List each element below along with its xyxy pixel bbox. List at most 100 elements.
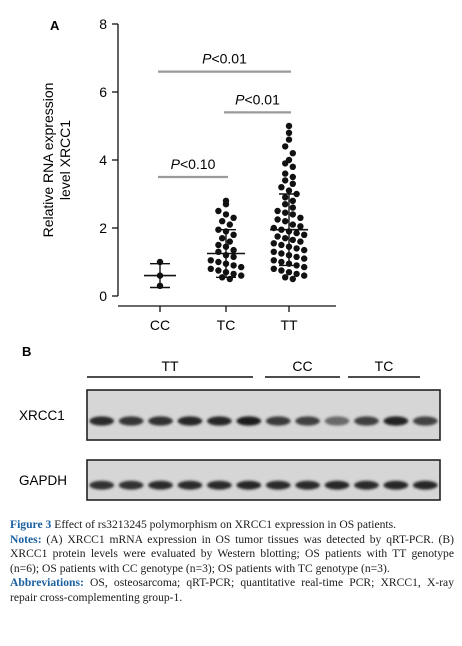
protein-band	[89, 416, 115, 426]
data-point	[270, 248, 277, 255]
protein-band	[177, 480, 203, 490]
protein-band	[295, 416, 320, 426]
data-point	[278, 241, 285, 249]
data-point	[230, 214, 237, 221]
data-point	[301, 246, 308, 254]
data-point	[230, 270, 237, 278]
data-point	[289, 211, 296, 218]
blot-row-label: GAPDH	[19, 473, 67, 488]
data-point	[278, 258, 285, 266]
y-axis-label: Relative RNA expression level XRCC1	[40, 83, 73, 238]
data-point	[282, 235, 289, 242]
caption-abbreviations-label: Abbreviations:	[10, 576, 84, 590]
chart-axes: 0 2 4 6 8 CC TC TT	[99, 16, 336, 333]
data-point	[289, 221, 296, 228]
data-point	[293, 253, 300, 261]
data-point	[285, 122, 293, 130]
data-point	[301, 272, 308, 279]
p-value-label: P<0.01	[202, 51, 247, 67]
data-point	[278, 250, 285, 257]
genotype-group-label: TT	[161, 358, 179, 374]
data-point	[238, 263, 245, 271]
y-tick-label: 6	[99, 84, 107, 100]
data-point	[289, 275, 296, 283]
data-point	[297, 223, 304, 230]
y-tick-label: 2	[99, 220, 107, 236]
data-point	[285, 129, 293, 136]
y-tick-label: 4	[99, 152, 107, 168]
genotype-group-label: TC	[375, 358, 394, 374]
caption-title: Figure 3 Effect of rs3213245 polymorphis…	[10, 518, 454, 533]
data-point	[274, 233, 281, 240]
data-point	[282, 177, 289, 184]
caption-notes: Notes: (A) XRCC1 mRNA expression in OS t…	[10, 533, 454, 577]
data-point	[278, 267, 285, 274]
data-point	[230, 246, 237, 254]
data-point	[289, 197, 296, 204]
data-point	[293, 245, 300, 252]
x-tick-label: TC	[217, 317, 236, 333]
data-point	[219, 218, 226, 225]
data-point	[293, 229, 300, 237]
data-point	[285, 187, 293, 194]
data-point	[270, 257, 277, 264]
data-point	[226, 238, 233, 245]
data-point	[230, 262, 237, 269]
blot-membrane	[86, 389, 441, 441]
data-point	[289, 204, 296, 211]
protein-band	[324, 416, 350, 426]
p-value-label: P<0.01	[235, 91, 280, 107]
data-point	[278, 184, 285, 191]
data-point	[282, 274, 289, 281]
panel-a-scatter-chart: A Relative RNA expression level XRCC1 0 2 4…	[40, 16, 336, 333]
mean-sd-bars	[144, 193, 308, 289]
protein-band	[118, 416, 144, 426]
protein-band	[295, 480, 320, 490]
figure-caption: Figure 3 Effect of rs3213245 polymorphis…	[10, 518, 454, 606]
data-point	[238, 272, 245, 279]
data-point	[226, 221, 233, 228]
protein-band	[412, 480, 438, 490]
panel-b-label: B	[22, 344, 31, 359]
protein-band	[148, 480, 173, 490]
data-point	[297, 238, 304, 245]
blot-membrane	[86, 459, 441, 501]
data-point	[219, 235, 226, 242]
y-axis-label-line: level XRCC1	[57, 120, 73, 200]
y-tick-label: 0	[99, 288, 107, 304]
protein-band	[383, 480, 409, 490]
data-point	[270, 240, 277, 247]
data-point	[215, 258, 222, 266]
data-point	[274, 216, 281, 223]
caption-title-text: Effect of rs3213245 polymorphism on XRCC…	[54, 518, 397, 531]
data-point	[207, 265, 214, 272]
caption-figure-label: Figure 3	[10, 518, 52, 531]
blot-row-label: XRCC1	[19, 408, 65, 423]
blot-rows: XRCC1 GAPDH	[19, 389, 441, 501]
data-point	[215, 267, 222, 274]
caption-abbreviations: Abbreviations: OS, osteosarcoma; qRT-PCR…	[10, 576, 454, 605]
protein-band	[236, 416, 262, 426]
y-tick-label: 8	[99, 16, 107, 32]
protein-band	[207, 416, 232, 426]
caption-abbreviations-text: OS, osteosarcoma; qRT-PCR; quantitative …	[10, 576, 454, 604]
data-point	[289, 173, 296, 181]
data-point	[285, 136, 293, 143]
data-point	[285, 269, 293, 276]
protein-band	[265, 480, 291, 490]
data-point	[215, 207, 222, 215]
protein-band	[324, 480, 350, 490]
data-point	[282, 170, 289, 177]
x-tick-label: CC	[150, 317, 170, 333]
genotype-group-headers: TT CC TC	[87, 358, 420, 378]
protein-band	[236, 480, 262, 490]
data-point	[222, 197, 230, 204]
data-point	[289, 180, 296, 187]
data-point	[282, 143, 289, 150]
data-point	[282, 218, 289, 225]
data-point	[301, 255, 308, 262]
panel-a-label: A	[50, 18, 60, 33]
panel-b-western-blot: B TT CC TC XRCC1 GAPDH	[19, 344, 441, 501]
data-point	[289, 236, 296, 244]
p-value-label: P<0.10	[171, 156, 216, 172]
